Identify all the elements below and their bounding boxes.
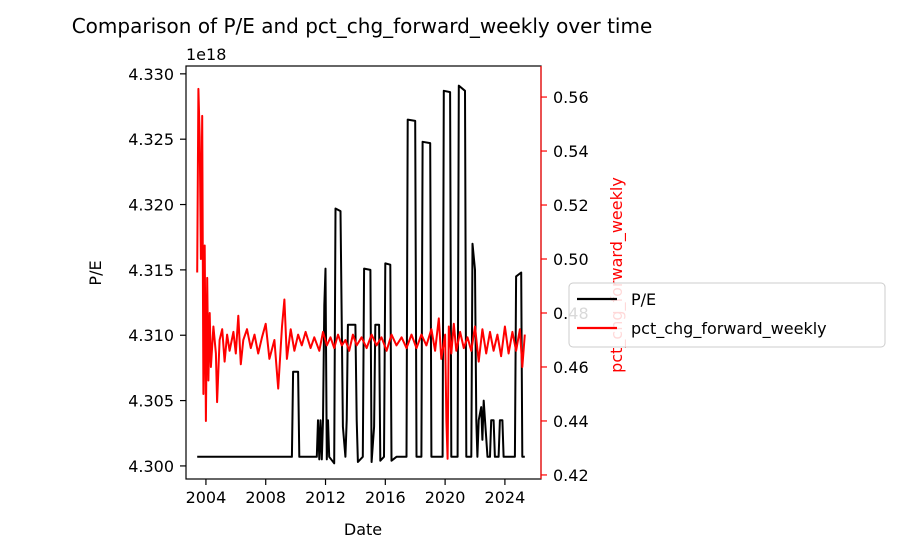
right-tick-label: 0.44 — [553, 412, 589, 431]
legend-label-pct-chg: pct_chg_forward_weekly — [631, 319, 827, 339]
left-tick-label: 4.300 — [128, 457, 174, 476]
right-tick-label: 0.50 — [553, 250, 589, 269]
right-tick-label: 0.46 — [553, 358, 589, 377]
left-tick-label: 4.320 — [128, 196, 174, 215]
series-layer — [196, 84, 526, 465]
x-tick-label: 2016 — [365, 488, 406, 507]
left-tick-label: 4.330 — [128, 65, 174, 84]
legend-label-pe: P/E — [631, 290, 656, 309]
left-tick-label: 4.315 — [128, 261, 174, 280]
x-tick-label: 2004 — [186, 488, 227, 507]
series-line-pe — [197, 84, 525, 465]
left-axis-label: P/E — [86, 260, 105, 285]
x-tick-label: 2008 — [245, 488, 286, 507]
x-tick-label: 2020 — [425, 488, 466, 507]
left-axis-ticks: 4.300 4.305 4.310 4.315 4.320 4.325 4.330 — [128, 65, 186, 476]
x-axis-label: Date — [344, 520, 382, 539]
left-tick-label: 4.325 — [128, 130, 174, 149]
left-axis-offset-text: 1e18 — [186, 45, 226, 64]
chart-title: Comparison of P/E and pct_chg_forward_we… — [72, 14, 653, 38]
right-tick-label: 0.42 — [553, 466, 589, 485]
right-tick-label: 0.56 — [553, 88, 589, 107]
x-axis-ticks: 2004 2008 2012 2016 2020 2024 — [186, 479, 526, 507]
x-tick-label: 2024 — [485, 488, 526, 507]
legend-box — [568, 282, 886, 348]
left-tick-label: 4.310 — [128, 326, 174, 345]
right-tick-label: 0.52 — [553, 196, 589, 215]
plot-area — [185, 65, 542, 480]
left-tick-label: 4.305 — [128, 392, 174, 411]
series-line-pct-chg-forward-weekly — [196, 87, 526, 460]
right-tick-label: 0.54 — [553, 142, 589, 161]
x-tick-label: 2012 — [305, 488, 346, 507]
legend: P/E pct_chg_forward_weekly — [568, 282, 886, 348]
